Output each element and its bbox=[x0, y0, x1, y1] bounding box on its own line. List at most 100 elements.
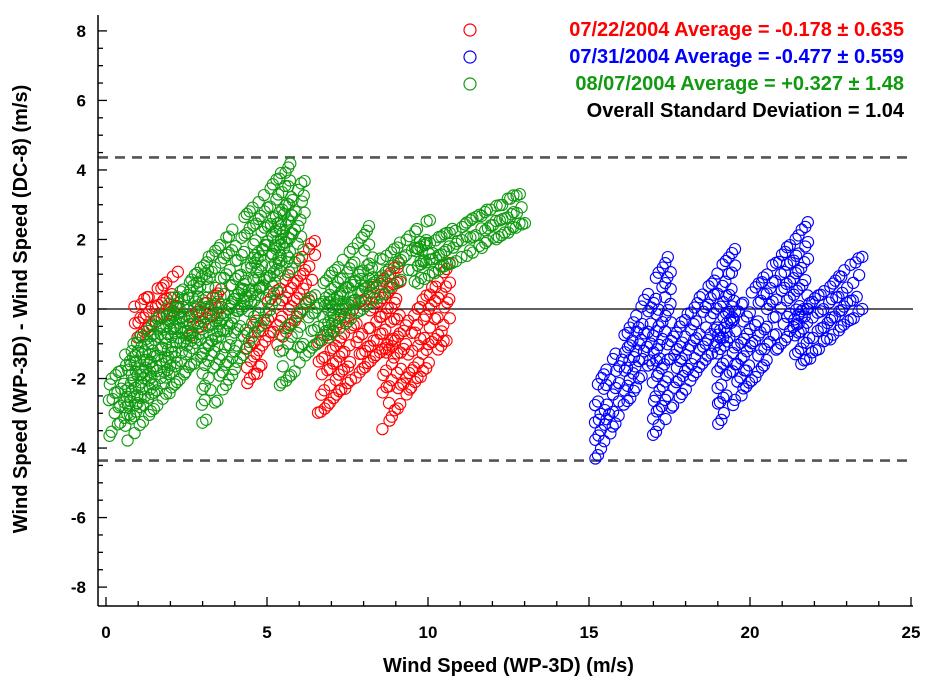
y-tick-label: -8 bbox=[71, 578, 86, 597]
data-point bbox=[209, 281, 222, 295]
data-point bbox=[646, 412, 660, 425]
data-point bbox=[711, 381, 724, 395]
data-point bbox=[282, 303, 295, 316]
data-point bbox=[302, 292, 315, 306]
data-point bbox=[348, 294, 361, 307]
data-point bbox=[408, 309, 421, 322]
data-point bbox=[846, 294, 859, 307]
data-point bbox=[335, 383, 348, 396]
data-point bbox=[385, 334, 398, 347]
data-point bbox=[274, 215, 288, 228]
data-point bbox=[292, 183, 305, 197]
data-point bbox=[200, 291, 213, 305]
data-point bbox=[157, 279, 170, 292]
data-point bbox=[323, 296, 337, 309]
data-point bbox=[282, 337, 295, 350]
data-point bbox=[774, 268, 788, 281]
data-point bbox=[426, 266, 440, 279]
data-point bbox=[594, 442, 608, 455]
data-point bbox=[665, 401, 678, 414]
data-point bbox=[731, 375, 744, 388]
data-point bbox=[423, 288, 437, 301]
data-point bbox=[242, 284, 255, 297]
data-point bbox=[254, 250, 267, 263]
data-point bbox=[675, 387, 689, 401]
data-point bbox=[138, 345, 152, 358]
data-point bbox=[225, 298, 238, 311]
data-point bbox=[133, 418, 146, 432]
data-point bbox=[243, 222, 256, 235]
data-point bbox=[659, 309, 672, 323]
data-point bbox=[208, 396, 222, 409]
data-point bbox=[624, 391, 637, 405]
data-point bbox=[770, 293, 783, 306]
data-point bbox=[297, 337, 310, 351]
data-point bbox=[649, 390, 662, 403]
data-point bbox=[166, 339, 179, 353]
data-point bbox=[663, 352, 677, 366]
data-point bbox=[310, 338, 324, 351]
data-point bbox=[259, 292, 273, 305]
data-point bbox=[194, 280, 207, 293]
data-point bbox=[165, 288, 179, 301]
data-point bbox=[659, 412, 672, 426]
data-point bbox=[128, 426, 141, 440]
data-point bbox=[163, 387, 176, 400]
data-point bbox=[200, 306, 214, 320]
data-point bbox=[196, 416, 209, 429]
data-point bbox=[255, 358, 268, 372]
data-point bbox=[199, 268, 212, 281]
data-point bbox=[817, 285, 831, 298]
data-point bbox=[327, 309, 340, 322]
data-point bbox=[321, 399, 334, 412]
data-point bbox=[504, 222, 517, 235]
data-point bbox=[399, 338, 413, 351]
data-point bbox=[687, 318, 700, 331]
data-point bbox=[621, 326, 634, 340]
data-point bbox=[412, 339, 425, 352]
data-point bbox=[769, 328, 783, 341]
data-point bbox=[314, 405, 327, 418]
data-point bbox=[726, 398, 740, 412]
data-point bbox=[304, 237, 318, 250]
data-point bbox=[719, 254, 732, 268]
data-point bbox=[223, 263, 236, 277]
data-point bbox=[431, 311, 444, 324]
data-point bbox=[324, 311, 337, 324]
data-point bbox=[343, 355, 357, 369]
data-point bbox=[775, 284, 788, 297]
data-point bbox=[591, 449, 605, 462]
data-point bbox=[254, 209, 268, 223]
data-point bbox=[428, 267, 441, 280]
data-point bbox=[780, 241, 794, 254]
data-point bbox=[308, 289, 322, 302]
data-point bbox=[111, 418, 125, 431]
data-point bbox=[409, 244, 423, 258]
data-point bbox=[142, 290, 155, 304]
data-point bbox=[226, 223, 239, 236]
data-point bbox=[637, 345, 651, 358]
data-point bbox=[412, 242, 425, 256]
data-point bbox=[705, 277, 718, 290]
data-point bbox=[223, 338, 236, 352]
data-point bbox=[717, 391, 730, 404]
data-point bbox=[151, 312, 164, 325]
data-point bbox=[145, 337, 158, 350]
data-point bbox=[362, 264, 375, 277]
data-point bbox=[180, 314, 193, 328]
data-point bbox=[641, 287, 655, 301]
data-point bbox=[383, 281, 396, 294]
x-tick-label: 10 bbox=[419, 623, 438, 642]
data-point bbox=[213, 309, 227, 322]
data-point bbox=[737, 296, 750, 309]
data-point bbox=[128, 300, 141, 313]
data-point bbox=[298, 206, 311, 219]
data-point bbox=[114, 399, 127, 412]
data-point bbox=[277, 242, 291, 255]
data-point bbox=[249, 234, 262, 247]
data-point bbox=[308, 248, 322, 262]
data-point bbox=[393, 236, 407, 249]
data-point bbox=[720, 389, 733, 402]
data-point bbox=[253, 281, 267, 294]
data-point bbox=[203, 271, 216, 284]
